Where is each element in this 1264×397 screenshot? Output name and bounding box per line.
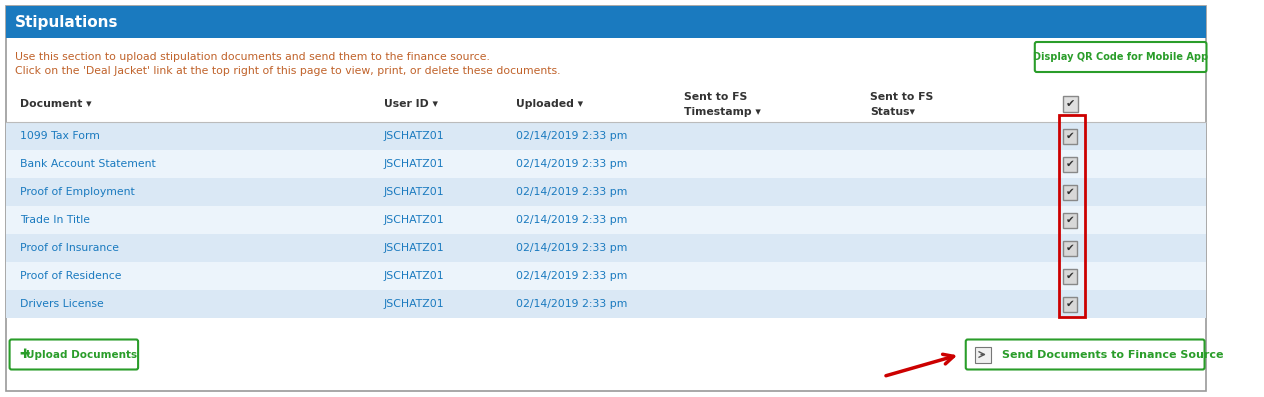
Bar	[6, 122, 1206, 150]
Text: JSCHATZ01: JSCHATZ01	[384, 215, 445, 225]
Bar	[1063, 241, 1077, 256]
Text: ✔: ✔	[1066, 99, 1076, 109]
Text: Proof of Residence: Proof of Residence	[20, 271, 121, 281]
Text: Sent to FS: Sent to FS	[871, 92, 934, 102]
Text: 02/14/2019 2:33 pm: 02/14/2019 2:33 pm	[516, 243, 627, 253]
Bar	[1063, 268, 1077, 283]
Text: Bank Account Statement: Bank Account Statement	[20, 159, 155, 169]
Text: 02/14/2019 2:33 pm: 02/14/2019 2:33 pm	[516, 187, 627, 197]
Text: Trade In Title: Trade In Title	[20, 215, 90, 225]
FancyBboxPatch shape	[966, 339, 1205, 370]
Text: ✚: ✚	[20, 348, 30, 361]
Bar	[6, 206, 1206, 234]
Text: 02/14/2019 2:33 pm: 02/14/2019 2:33 pm	[516, 299, 627, 309]
Text: JSCHATZ01: JSCHATZ01	[384, 131, 445, 141]
Bar	[6, 262, 1206, 290]
Bar	[6, 234, 1206, 262]
Text: Proof of Insurance: Proof of Insurance	[20, 243, 119, 253]
Text: ✔: ✔	[1066, 243, 1074, 253]
Text: Drivers License: Drivers License	[20, 299, 104, 309]
Bar	[1063, 96, 1078, 112]
Bar	[6, 6, 1206, 38]
Text: JSCHATZ01: JSCHATZ01	[384, 299, 445, 309]
Text: ✔: ✔	[1066, 131, 1074, 141]
Text: JSCHATZ01: JSCHATZ01	[384, 159, 445, 169]
Text: Uploaded ▾: Uploaded ▾	[516, 99, 583, 109]
Text: ✔: ✔	[1066, 215, 1074, 225]
Text: Sent to FS: Sent to FS	[684, 92, 747, 102]
Text: ✔: ✔	[1066, 271, 1074, 281]
Bar	[1063, 129, 1077, 143]
Text: JSCHATZ01: JSCHATZ01	[384, 243, 445, 253]
Text: 02/14/2019 2:33 pm: 02/14/2019 2:33 pm	[516, 271, 627, 281]
Text: Upload Documents: Upload Documents	[27, 349, 137, 360]
Bar	[6, 290, 1206, 318]
Bar	[1063, 212, 1077, 227]
Text: ✔: ✔	[1066, 159, 1074, 169]
Bar	[1063, 185, 1077, 200]
Bar	[976, 347, 991, 362]
Text: Click on the 'Deal Jacket' link at the top right of this page to view, print, or: Click on the 'Deal Jacket' link at the t…	[15, 66, 561, 76]
Text: Document ▾: Document ▾	[20, 99, 92, 109]
Text: Send Documents to Finance Source: Send Documents to Finance Source	[1002, 349, 1224, 360]
Bar	[1063, 297, 1077, 312]
Text: Status▾: Status▾	[871, 107, 915, 117]
Bar	[1059, 114, 1085, 316]
Bar	[1063, 156, 1077, 172]
Text: JSCHATZ01: JSCHATZ01	[384, 271, 445, 281]
Bar	[6, 178, 1206, 206]
FancyBboxPatch shape	[10, 339, 138, 370]
Text: JSCHATZ01: JSCHATZ01	[384, 187, 445, 197]
Text: User ID ▾: User ID ▾	[384, 99, 439, 109]
Bar	[6, 150, 1206, 178]
Text: ✔: ✔	[1066, 299, 1074, 309]
Text: ✔: ✔	[1066, 187, 1074, 197]
Text: 02/14/2019 2:33 pm: 02/14/2019 2:33 pm	[516, 131, 627, 141]
Text: 02/14/2019 2:33 pm: 02/14/2019 2:33 pm	[516, 215, 627, 225]
Text: Display QR Code for Mobile App: Display QR Code for Mobile App	[1033, 52, 1208, 62]
Text: 02/14/2019 2:33 pm: 02/14/2019 2:33 pm	[516, 159, 627, 169]
Text: Stipulations: Stipulations	[15, 15, 119, 29]
FancyBboxPatch shape	[1035, 42, 1206, 72]
Text: Timestamp ▾: Timestamp ▾	[684, 107, 761, 117]
Text: Proof of Employment: Proof of Employment	[20, 187, 135, 197]
Text: 1099 Tax Form: 1099 Tax Form	[20, 131, 100, 141]
Text: Use this section to upload stipulation documents and send them to the finance so: Use this section to upload stipulation d…	[15, 52, 490, 62]
